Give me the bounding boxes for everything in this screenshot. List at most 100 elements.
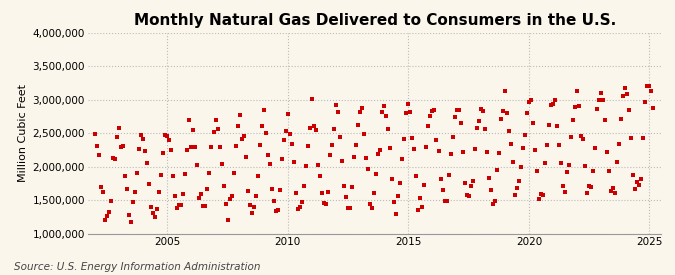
Point — [294, 205, 305, 210]
Point — [100, 218, 111, 222]
Point — [216, 162, 227, 166]
Point — [107, 156, 118, 161]
Point — [489, 199, 500, 204]
Text: Source: U.S. Energy Information Administration: Source: U.S. Energy Information Administ… — [14, 262, 260, 272]
Point — [315, 174, 325, 178]
Point — [441, 198, 452, 203]
Point — [524, 100, 535, 104]
Point — [308, 124, 319, 129]
Point — [584, 184, 595, 188]
Point — [267, 187, 277, 192]
Point — [265, 162, 275, 166]
Point — [271, 209, 281, 213]
Point — [136, 133, 146, 137]
Point — [357, 106, 368, 111]
Point — [409, 147, 420, 152]
Point — [170, 194, 181, 198]
Title: Monthly Natural Gas Delivered to Consumers in the U.S.: Monthly Natural Gas Delivered to Consume… — [134, 13, 616, 28]
Point — [250, 193, 261, 198]
Point — [256, 123, 267, 128]
Point — [325, 153, 335, 157]
Point — [467, 178, 478, 183]
Point — [636, 177, 647, 182]
Point — [254, 142, 265, 147]
Point — [280, 129, 291, 133]
Point — [132, 171, 142, 175]
Point — [634, 183, 645, 187]
Point — [160, 133, 171, 138]
Point — [610, 191, 621, 196]
Point — [622, 92, 632, 97]
Point — [313, 163, 323, 167]
Point — [172, 206, 183, 210]
Point — [269, 198, 279, 203]
Point — [487, 202, 498, 206]
Point — [500, 89, 510, 94]
Point — [138, 137, 148, 141]
Point — [246, 211, 257, 215]
Point — [306, 96, 317, 101]
Point — [547, 102, 558, 107]
Point — [194, 196, 205, 200]
Point — [224, 197, 235, 201]
Point — [485, 187, 496, 192]
Point — [226, 194, 237, 198]
Point — [582, 191, 593, 196]
Point — [222, 218, 233, 222]
Point — [329, 126, 340, 131]
Point — [278, 138, 289, 142]
Point — [512, 185, 522, 190]
Point — [341, 195, 352, 199]
Point — [190, 145, 201, 150]
Point — [586, 185, 597, 189]
Point — [389, 200, 400, 205]
Point — [473, 119, 484, 123]
Point — [360, 156, 371, 160]
Point — [164, 138, 175, 142]
Point — [463, 194, 474, 198]
Point — [469, 147, 480, 151]
Point — [284, 131, 295, 136]
Point — [242, 189, 253, 193]
Point — [387, 177, 398, 182]
Point — [435, 176, 446, 181]
Point — [417, 205, 428, 210]
Point — [218, 184, 229, 188]
Point — [421, 145, 432, 150]
Point — [549, 98, 560, 103]
Point — [539, 161, 550, 165]
Point — [220, 202, 231, 206]
Point — [632, 180, 643, 184]
Point — [288, 160, 299, 164]
Point — [514, 179, 524, 183]
Point — [628, 173, 639, 177]
Point — [98, 190, 109, 194]
Point — [415, 196, 426, 200]
Point — [92, 144, 103, 148]
Point — [140, 149, 151, 153]
Point — [184, 118, 195, 122]
Point — [282, 112, 293, 116]
Point — [377, 110, 387, 114]
Point — [367, 206, 377, 211]
Point — [240, 154, 251, 159]
Point — [449, 115, 460, 119]
Point — [113, 126, 124, 130]
Point — [600, 118, 611, 123]
Point — [626, 136, 637, 141]
Point — [252, 174, 263, 178]
Point — [166, 148, 177, 153]
Point — [558, 184, 568, 188]
Point — [483, 175, 494, 180]
Point — [393, 194, 404, 198]
Point — [310, 128, 321, 132]
Point — [383, 127, 394, 131]
Point — [475, 107, 486, 111]
Point — [459, 180, 470, 185]
Point — [119, 173, 130, 178]
Point — [518, 146, 529, 151]
Point — [425, 114, 436, 119]
Point — [128, 200, 138, 205]
Point — [339, 184, 350, 189]
Point — [347, 184, 358, 189]
